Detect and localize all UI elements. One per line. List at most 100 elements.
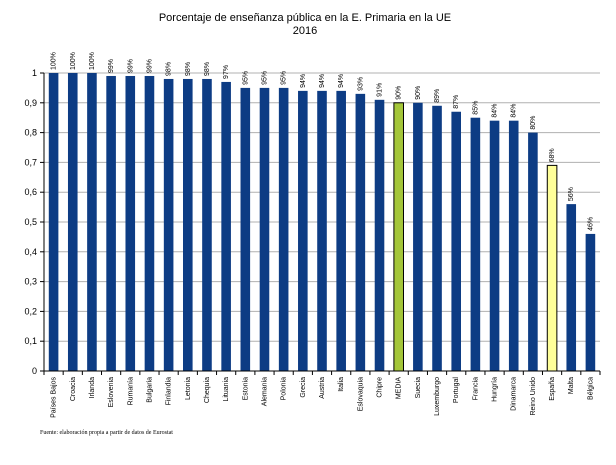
data-label: 46%: [587, 217, 594, 231]
data-label: 94%: [338, 74, 345, 88]
source-note: Fuente: elaboración propia a partir de d…: [40, 430, 173, 436]
x-tick-label: Polonia: [281, 377, 288, 400]
data-label: 84%: [511, 104, 518, 118]
bar: [163, 78, 174, 372]
y-tick-label: 0,1: [24, 336, 37, 346]
bar: [125, 75, 136, 371]
y-tick-label: 0,8: [24, 128, 37, 138]
x-tick-label: Malta: [568, 377, 575, 394]
bar: [317, 90, 327, 371]
bar: [202, 78, 212, 372]
bar: [374, 99, 385, 371]
bar: [566, 204, 577, 371]
bar: [489, 120, 500, 372]
x-tick-label: Lituania: [223, 377, 230, 402]
x-tick-label: Austria: [319, 377, 326, 399]
x-tick-label: Chipre: [377, 377, 384, 398]
y-tick-label: 0,6: [24, 187, 37, 197]
data-label: 95%: [261, 71, 268, 85]
data-label: 99%: [146, 59, 153, 73]
x-tick-label: Reino Unido: [530, 377, 537, 416]
bar: [67, 73, 78, 371]
data-label: 84%: [492, 104, 499, 118]
bar: [585, 233, 596, 371]
chart-title: Porcentaje de enseñanza pública en la E.…: [159, 12, 451, 24]
bars: [48, 73, 596, 372]
y-tick-label: 0,2: [24, 306, 37, 316]
y-tick-label: 0,3: [24, 277, 37, 287]
data-label: 89%: [434, 89, 441, 103]
x-tick-label: Italia: [338, 377, 345, 392]
data-label: 95%: [281, 71, 288, 85]
data-label: 98%: [185, 62, 192, 76]
bar: [546, 164, 558, 372]
x-tick-label: Luxemburgo: [434, 377, 441, 416]
bar: [240, 87, 251, 372]
bar: [298, 90, 308, 371]
y-tick-label: 0: [32, 366, 37, 376]
x-tick-label: Bulgaria: [146, 377, 153, 403]
data-label: 100%: [51, 52, 58, 70]
data-label: 80%: [530, 116, 537, 130]
bar: [183, 78, 193, 372]
data-label: 99%: [108, 59, 115, 73]
data-label: 91%: [377, 83, 384, 97]
y-tick-label: 0,5: [24, 217, 37, 227]
x-tick-label: MEDIA: [396, 377, 403, 400]
x-tick-label: Croacia: [70, 377, 77, 401]
x-tick-label: Estonia: [242, 377, 249, 400]
bar: [106, 75, 116, 371]
x-tick-label: Finlandia: [166, 377, 173, 406]
bar: [144, 75, 155, 371]
data-label: 95%: [242, 71, 249, 85]
bar: [48, 73, 59, 371]
data-label: 90%: [415, 86, 422, 100]
x-tick-label: Portugal: [453, 377, 460, 404]
data-label: 56%: [568, 187, 575, 201]
data-label: 85%: [472, 101, 479, 115]
y-tick-label: 1: [32, 68, 37, 78]
x-tick-label: Países Bajos: [51, 377, 58, 418]
x-tick-label: Irlanda: [89, 377, 96, 399]
y-tick-label: 0,7: [24, 157, 37, 167]
x-tick-label: Alemania: [261, 377, 268, 406]
bar: [393, 102, 404, 372]
bar: [413, 102, 423, 372]
x-tick-label: Eslovenia: [108, 377, 115, 407]
x-tick-label: España: [549, 377, 556, 401]
x-axis: Países Bajos Croacia Irlanda Eslovenia Ruman…: [43, 370, 601, 418]
bar: [336, 90, 346, 371]
data-label: 99%: [127, 59, 134, 73]
data-label: 98%: [204, 62, 211, 76]
y-tick-label: 0,4: [24, 247, 37, 257]
bar: [221, 81, 231, 371]
data-label: 90%: [396, 86, 403, 100]
y-tick-label: 0,9: [24, 98, 37, 108]
bar: [87, 73, 97, 371]
x-tick-label: Eslovaquia: [357, 377, 364, 411]
x-tick-label: Suecia: [415, 377, 422, 399]
x-tick-label: Rumanía: [127, 377, 134, 406]
x-tick-label: Letonia: [185, 377, 192, 400]
x-tick-label: Chequia: [204, 377, 211, 403]
x-tick-label: Grecia: [300, 377, 307, 398]
data-label: 100%: [89, 52, 96, 70]
bar: [451, 111, 461, 372]
bar: [278, 87, 289, 372]
x-tick-label: Hungría: [492, 377, 499, 402]
bar: [355, 93, 366, 372]
data-label: 94%: [319, 74, 326, 88]
data-label: 68%: [549, 148, 556, 162]
data-label: 100%: [70, 52, 77, 70]
bar: [528, 132, 538, 371]
data-labels: 100% 100% 100% 99% 99% 99% 98% 98% 98% 97% 95% 95% 9…: [51, 52, 595, 231]
bar: [470, 117, 481, 371]
data-label: 93%: [357, 77, 364, 91]
data-label: 94%: [300, 74, 307, 88]
bar: [432, 105, 442, 371]
data-label: 87%: [453, 95, 460, 109]
chart-subtitle: 2016: [293, 25, 317, 37]
data-label: 97%: [223, 65, 230, 79]
bar: [508, 120, 519, 372]
x-tick-label: Bélgica: [587, 377, 594, 400]
